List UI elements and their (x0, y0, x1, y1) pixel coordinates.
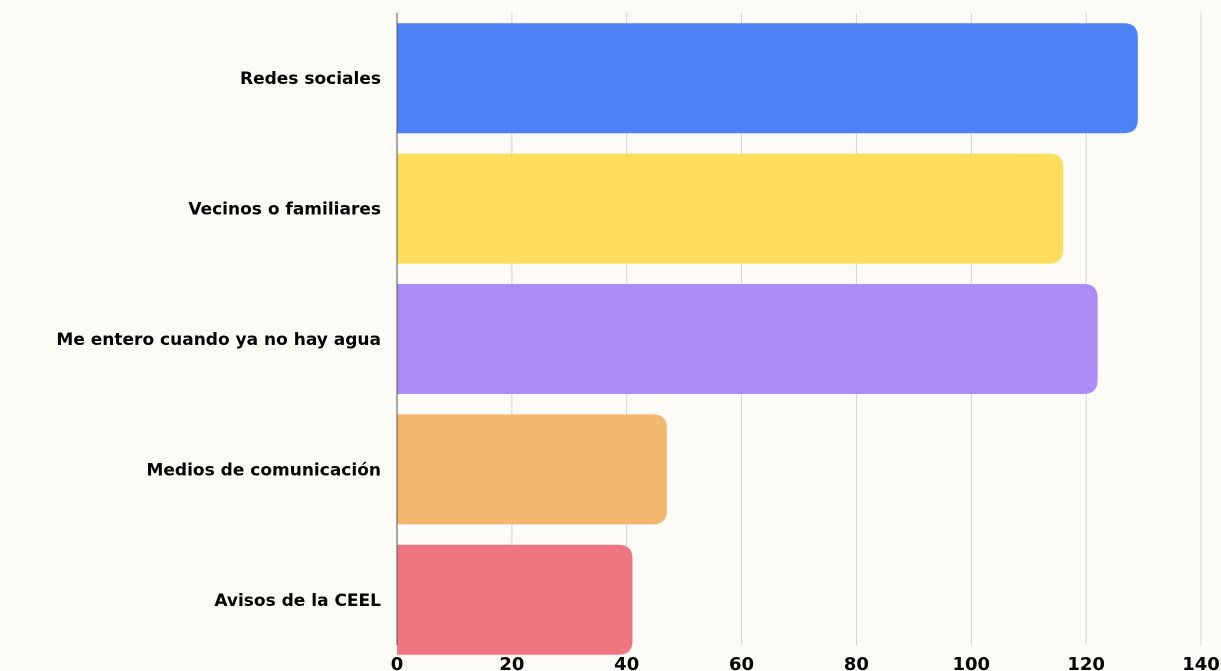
bars (397, 23, 1138, 655)
bar-redes-sociales (397, 23, 1138, 134)
bar-medios-de-comunicacion (397, 414, 667, 525)
x-tick-labels: 0 20 40 60 80 100 120 140 (391, 654, 1220, 671)
bar-me-entero-cuando-ya-no-hay-agua (397, 284, 1098, 394)
category-label-me-entero-cuando-ya-no-hay-agua: Me entero cuando ya no hay agua (56, 330, 381, 350)
x-tick-label-0: 0 (391, 654, 404, 671)
category-label-medios-de-comunicacion: Medios de comunicación (146, 460, 381, 480)
x-tick-label-20: 20 (499, 654, 524, 671)
x-tick-label-140: 140 (1182, 654, 1220, 671)
x-tick-label-100: 100 (952, 654, 990, 671)
x-tick-label-80: 80 (844, 654, 869, 671)
x-tick-label-60: 60 (729, 654, 754, 671)
x-tick-label-120: 120 (1067, 654, 1105, 671)
category-label-redes-sociales: Redes sociales (240, 69, 381, 89)
category-labels: Redes sociales Vecinos o familiares Me ent… (56, 69, 381, 611)
category-label-avisos-de-la-ceel: Avisos de la CEEL (214, 591, 381, 611)
x-tick-label-40: 40 (614, 654, 639, 671)
bar-avisos-de-la-ceel (397, 544, 633, 655)
bar-vecinos-o-familiares (397, 153, 1064, 264)
category-label-vecinos-o-familiares: Vecinos o familiares (188, 200, 381, 220)
